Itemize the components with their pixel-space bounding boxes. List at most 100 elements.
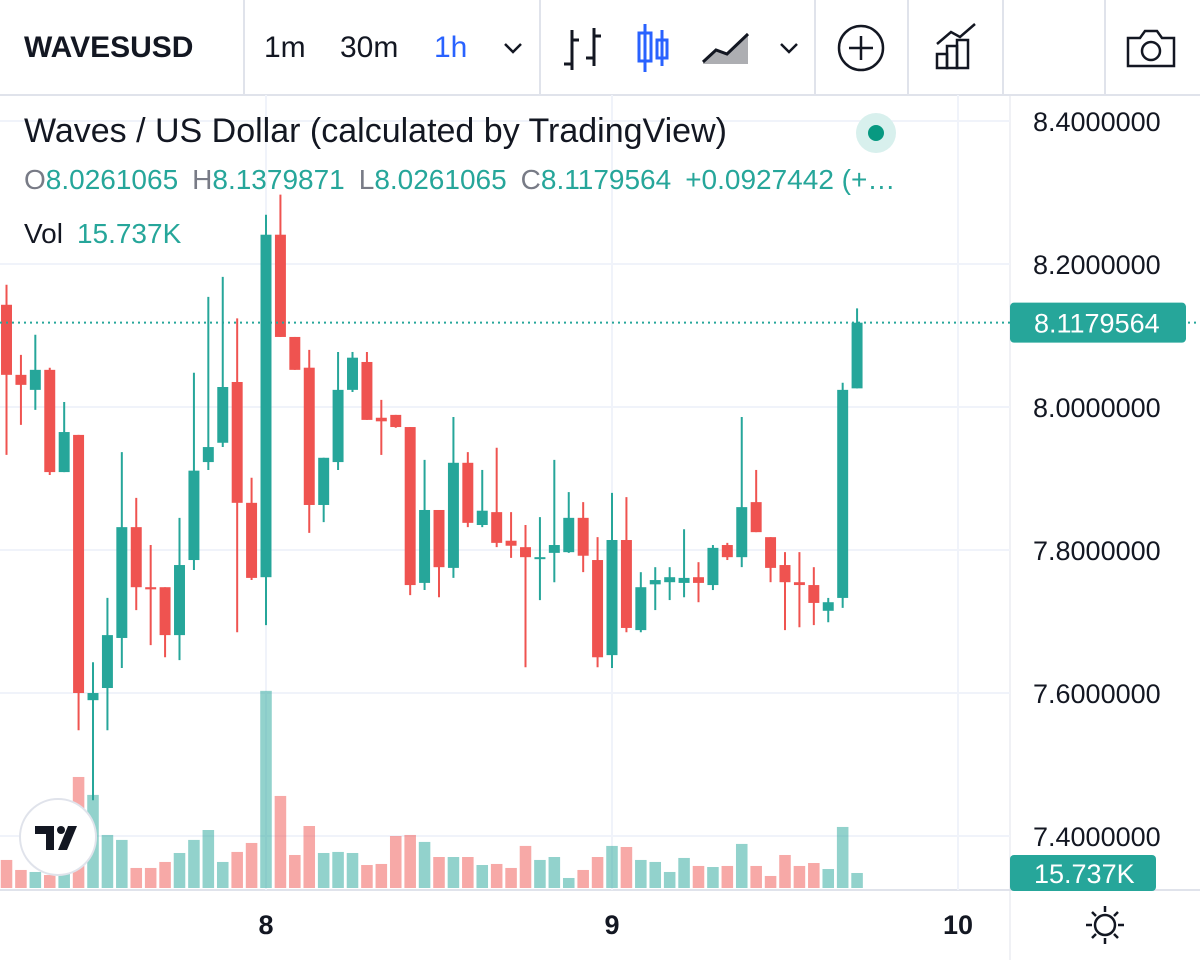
volume-bar: [635, 859, 647, 888]
volume-row: Vol 15.737K: [24, 214, 1004, 254]
volume-bar: [490, 863, 503, 888]
candle-body: [274, 234, 286, 337]
volume-bar: [692, 865, 705, 888]
candle-body: [347, 357, 358, 390]
volume-bar: [389, 836, 402, 888]
candle-body: [375, 417, 387, 422]
volume-bar: [663, 871, 676, 888]
volume-bar: [303, 826, 316, 888]
candles: [1, 194, 863, 801]
volume-bar: [130, 867, 143, 888]
chart-type-dropdown[interactable]: [780, 43, 798, 54]
volume-bar: [649, 861, 662, 888]
interval-button[interactable]: 1h: [434, 31, 468, 64]
candle-body: [289, 336, 301, 370]
volume-bar: [519, 845, 532, 888]
area-icon[interactable]: [701, 32, 750, 64]
volume-bar: [101, 834, 114, 888]
ohlc-row: O8.0261065 H8.1379871 L8.0261065 C8.1179564…: [24, 160, 1004, 200]
volume-bar: [346, 852, 359, 888]
volume-bar: [764, 875, 777, 888]
volume-bar: [404, 834, 416, 888]
candle-body: [462, 462, 474, 523]
legend-value: 8.0261065: [374, 164, 507, 195]
legend-label: C: [520, 164, 541, 195]
volume-bar: [289, 854, 301, 888]
candle-body: [217, 387, 229, 443]
add-button[interactable]: [837, 24, 885, 72]
candles-icon[interactable]: [637, 24, 669, 72]
candle-body: [534, 557, 546, 560]
candle-body: [765, 537, 777, 568]
volume-badge: [1010, 855, 1156, 891]
interval-dropdown[interactable]: [504, 43, 522, 54]
candle-body: [174, 565, 185, 636]
candle-body: [15, 374, 27, 385]
volume-badge-label: 15.737K: [1034, 859, 1135, 889]
x-tick-label: 8: [258, 910, 273, 940]
volume-bar: [505, 867, 517, 888]
interval-button[interactable]: 1m: [264, 31, 306, 64]
candle-body: [822, 602, 834, 611]
candle-body: [808, 585, 820, 603]
candle-body: [116, 527, 128, 638]
logo[interactable]: [19, 798, 97, 876]
candle-body: [635, 587, 647, 631]
y-tick-label: 8.0000000: [1033, 393, 1161, 423]
volume-bar: [375, 863, 388, 888]
volume-bar: [274, 795, 287, 888]
volume-bar: [562, 877, 575, 888]
volume-bar: [721, 865, 734, 888]
chart-title: Waves / US Dollar (calculated by Trading…: [24, 112, 727, 150]
candle-body: [793, 582, 805, 586]
candle-body: [693, 577, 704, 583]
axes: 7.4000000 7.6000000 7.8000000 8.0000000 8.20…: [0, 107, 1200, 940]
volume-pane: [0, 690, 863, 888]
candle-body: [750, 502, 762, 533]
legend-value: 8.1179564: [540, 164, 672, 195]
candle-body: [159, 587, 171, 636]
candle-body: [505, 540, 517, 546]
x-tick-label: 9: [604, 910, 619, 940]
volume-bar: [620, 846, 633, 888]
candle-body: [44, 369, 56, 473]
legend-label: H: [192, 164, 213, 195]
volume-bar: [606, 845, 618, 888]
volume-bar: [822, 869, 835, 888]
indicators-icon[interactable]: [935, 23, 976, 70]
candle-body: [736, 507, 748, 558]
settings-button[interactable]: [1086, 906, 1124, 944]
candle-body: [29, 369, 41, 390]
y-tick-label: 8.2000000: [1033, 250, 1161, 280]
candle-body: [476, 510, 488, 525]
symbol[interactable]: WAVESUSD: [24, 31, 194, 64]
volume-bar: [216, 861, 229, 888]
status-dot: [868, 125, 884, 141]
volume-bar: [202, 830, 215, 888]
candle-body: [202, 447, 214, 463]
volume-bar: [317, 852, 330, 888]
volume-bar: [260, 690, 272, 888]
volume-bar: [361, 865, 373, 888]
volume-bar: [332, 851, 344, 888]
y-tick-label: 7.4000000: [1033, 822, 1161, 852]
volume-bar: [188, 839, 200, 888]
bars-icon[interactable]: [564, 28, 601, 70]
y-tick-label: 8.4000000: [1033, 107, 1161, 137]
legend-value: 8.0261065: [45, 164, 179, 195]
candle-body: [577, 517, 589, 556]
screenshot-button[interactable]: [1126, 29, 1176, 68]
candle-body: [678, 577, 690, 583]
candle-body: [664, 577, 676, 583]
legend-label: O: [24, 164, 46, 195]
candle-body: [390, 414, 402, 428]
candle-body: [491, 512, 503, 543]
interval-button[interactable]: 30m: [340, 31, 399, 64]
volume-bar: [159, 861, 171, 888]
legend-change: +0.0927442 (+…: [685, 164, 896, 195]
candle-body: [419, 509, 431, 583]
candle-body: [361, 361, 373, 420]
volume-bar: [577, 869, 589, 888]
